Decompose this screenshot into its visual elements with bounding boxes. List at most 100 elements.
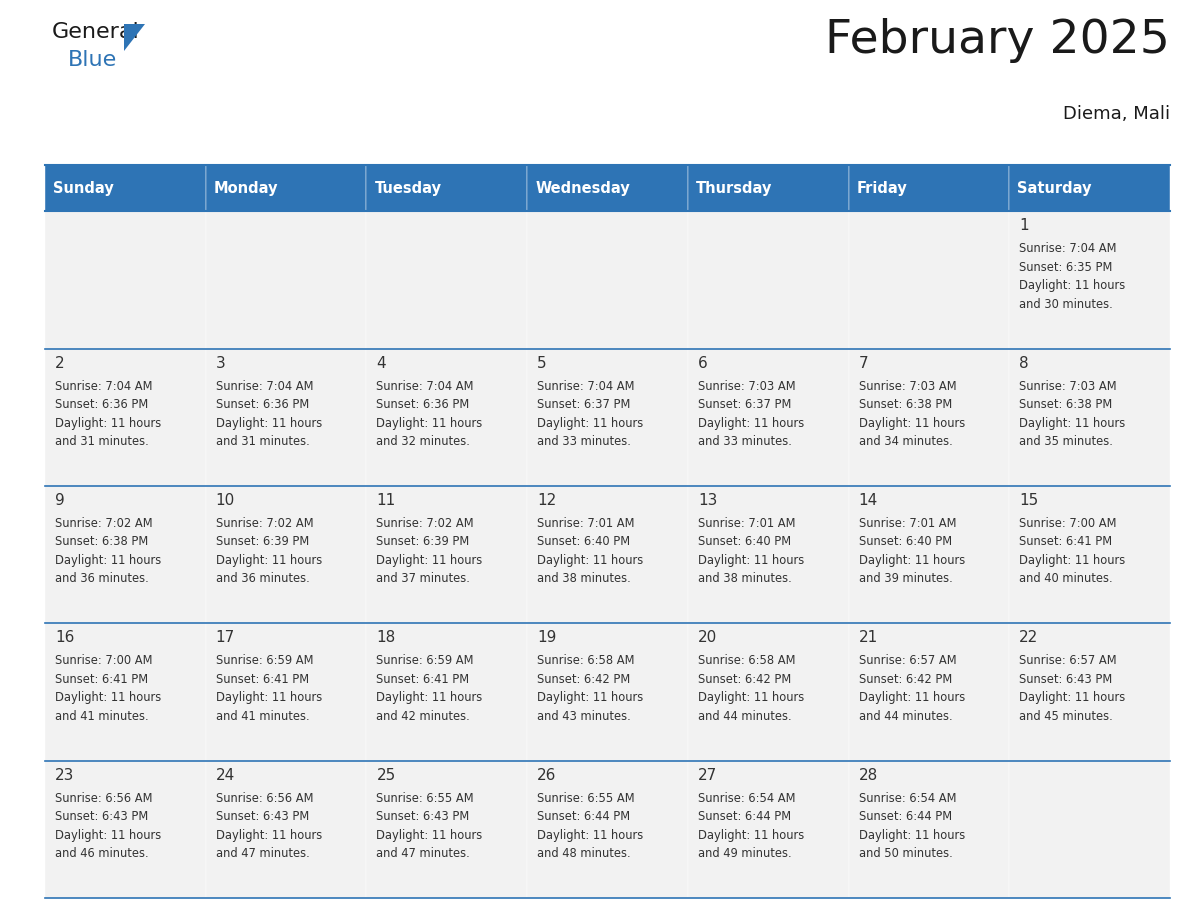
Text: Sunset: 6:41 PM: Sunset: 6:41 PM — [377, 673, 469, 686]
Text: 1: 1 — [1019, 218, 1029, 233]
Text: Sunset: 6:41 PM: Sunset: 6:41 PM — [216, 673, 309, 686]
Text: and 30 minutes.: and 30 minutes. — [1019, 297, 1113, 310]
Text: Sunset: 6:39 PM: Sunset: 6:39 PM — [377, 535, 469, 548]
Bar — [1010, 211, 1170, 349]
Text: Daylight: 11 hours: Daylight: 11 hours — [537, 829, 644, 842]
Text: Sunrise: 7:02 AM: Sunrise: 7:02 AM — [377, 517, 474, 530]
Text: and 47 minutes.: and 47 minutes. — [216, 847, 309, 860]
Text: 18: 18 — [377, 631, 396, 645]
Text: 22: 22 — [1019, 631, 1038, 645]
Text: 13: 13 — [697, 493, 718, 508]
Text: 15: 15 — [1019, 493, 1038, 508]
Text: Daylight: 11 hours: Daylight: 11 hours — [55, 691, 162, 704]
Text: Sunrise: 7:04 AM: Sunrise: 7:04 AM — [1019, 242, 1117, 255]
Bar — [45, 486, 206, 623]
Polygon shape — [124, 24, 145, 51]
Bar — [206, 349, 366, 486]
Text: 25: 25 — [377, 767, 396, 783]
Text: and 35 minutes.: and 35 minutes. — [1019, 435, 1113, 448]
Text: Sunset: 6:41 PM: Sunset: 6:41 PM — [1019, 535, 1112, 548]
Bar — [527, 761, 688, 898]
Bar — [688, 486, 848, 623]
Bar — [688, 623, 848, 761]
Text: Friday: Friday — [857, 181, 908, 196]
Text: and 40 minutes.: and 40 minutes. — [1019, 573, 1113, 586]
Text: Sunrise: 7:01 AM: Sunrise: 7:01 AM — [697, 517, 795, 530]
Text: Sunrise: 7:03 AM: Sunrise: 7:03 AM — [697, 379, 796, 393]
Text: Daylight: 11 hours: Daylight: 11 hours — [859, 829, 965, 842]
Bar — [848, 165, 1010, 211]
Bar — [45, 211, 206, 349]
Text: and 36 minutes.: and 36 minutes. — [216, 573, 309, 586]
Text: Sunrise: 6:55 AM: Sunrise: 6:55 AM — [537, 791, 634, 805]
Bar — [206, 165, 366, 211]
Text: 16: 16 — [55, 631, 75, 645]
Text: Sunset: 6:44 PM: Sunset: 6:44 PM — [697, 811, 791, 823]
Bar — [848, 623, 1010, 761]
Text: Sunrise: 7:03 AM: Sunrise: 7:03 AM — [859, 379, 956, 393]
Text: Sunrise: 6:57 AM: Sunrise: 6:57 AM — [1019, 655, 1117, 667]
Text: Sunset: 6:42 PM: Sunset: 6:42 PM — [697, 673, 791, 686]
Bar — [1010, 486, 1170, 623]
Text: Diema, Mali: Diema, Mali — [1063, 105, 1170, 123]
Text: 27: 27 — [697, 767, 718, 783]
Bar — [1010, 349, 1170, 486]
Text: and 41 minutes.: and 41 minutes. — [55, 710, 148, 722]
Text: Sunrise: 7:01 AM: Sunrise: 7:01 AM — [859, 517, 956, 530]
Text: and 33 minutes.: and 33 minutes. — [537, 435, 631, 448]
Text: 12: 12 — [537, 493, 556, 508]
Text: 14: 14 — [859, 493, 878, 508]
Text: and 33 minutes.: and 33 minutes. — [697, 435, 791, 448]
Bar — [1010, 623, 1170, 761]
Bar — [848, 211, 1010, 349]
Text: and 48 minutes.: and 48 minutes. — [537, 847, 631, 860]
Text: Sunrise: 6:59 AM: Sunrise: 6:59 AM — [377, 655, 474, 667]
Text: Sunrise: 7:04 AM: Sunrise: 7:04 AM — [216, 379, 314, 393]
Bar — [45, 761, 206, 898]
Bar — [688, 761, 848, 898]
Text: 17: 17 — [216, 631, 235, 645]
Text: Daylight: 11 hours: Daylight: 11 hours — [697, 554, 804, 567]
Text: 10: 10 — [216, 493, 235, 508]
Text: Daylight: 11 hours: Daylight: 11 hours — [697, 829, 804, 842]
Text: Daylight: 11 hours: Daylight: 11 hours — [697, 691, 804, 704]
Text: 28: 28 — [859, 767, 878, 783]
Text: Sunrise: 6:58 AM: Sunrise: 6:58 AM — [537, 655, 634, 667]
Bar — [527, 349, 688, 486]
Text: 21: 21 — [859, 631, 878, 645]
Text: Sunset: 6:37 PM: Sunset: 6:37 PM — [537, 398, 631, 411]
Text: Daylight: 11 hours: Daylight: 11 hours — [1019, 279, 1125, 292]
Bar — [688, 349, 848, 486]
Text: 24: 24 — [216, 767, 235, 783]
Text: Sunrise: 7:02 AM: Sunrise: 7:02 AM — [216, 517, 314, 530]
Text: and 34 minutes.: and 34 minutes. — [859, 435, 953, 448]
Bar — [366, 761, 527, 898]
Text: Sunrise: 6:57 AM: Sunrise: 6:57 AM — [859, 655, 956, 667]
Text: February 2025: February 2025 — [826, 18, 1170, 63]
Text: Sunset: 6:35 PM: Sunset: 6:35 PM — [1019, 261, 1113, 274]
Text: Sunrise: 7:04 AM: Sunrise: 7:04 AM — [55, 379, 152, 393]
Text: and 49 minutes.: and 49 minutes. — [697, 847, 791, 860]
Text: Sunset: 6:40 PM: Sunset: 6:40 PM — [537, 535, 631, 548]
Text: Sunset: 6:39 PM: Sunset: 6:39 PM — [216, 535, 309, 548]
Text: Sunrise: 7:03 AM: Sunrise: 7:03 AM — [1019, 379, 1117, 393]
Text: and 32 minutes.: and 32 minutes. — [377, 435, 470, 448]
Text: Monday: Monday — [214, 181, 278, 196]
Bar — [366, 486, 527, 623]
Text: Sunset: 6:42 PM: Sunset: 6:42 PM — [859, 673, 952, 686]
Text: Daylight: 11 hours: Daylight: 11 hours — [216, 691, 322, 704]
Text: Daylight: 11 hours: Daylight: 11 hours — [1019, 417, 1125, 430]
Bar — [206, 761, 366, 898]
Text: Sunset: 6:38 PM: Sunset: 6:38 PM — [55, 535, 148, 548]
Text: Daylight: 11 hours: Daylight: 11 hours — [377, 417, 482, 430]
Text: Daylight: 11 hours: Daylight: 11 hours — [377, 829, 482, 842]
Text: Sunset: 6:36 PM: Sunset: 6:36 PM — [55, 398, 148, 411]
Text: and 41 minutes.: and 41 minutes. — [216, 710, 309, 722]
Text: Daylight: 11 hours: Daylight: 11 hours — [537, 417, 644, 430]
Text: 20: 20 — [697, 631, 718, 645]
Bar — [1010, 165, 1170, 211]
Text: 2: 2 — [55, 355, 64, 371]
Text: and 31 minutes.: and 31 minutes. — [55, 435, 148, 448]
Bar — [206, 623, 366, 761]
Text: 3: 3 — [216, 355, 226, 371]
